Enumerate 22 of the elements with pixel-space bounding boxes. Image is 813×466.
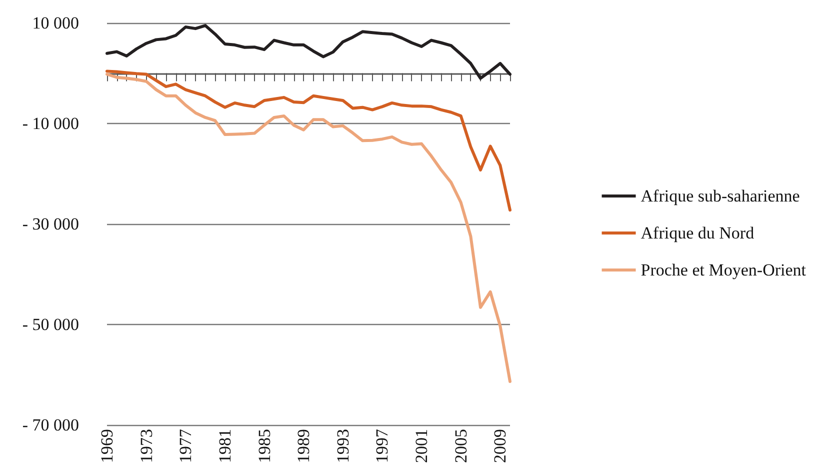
legend-label: Afrique sub-saharienne	[640, 186, 800, 206]
x-tick-label: 1989	[294, 429, 314, 463]
line-series	[106, 72, 512, 383]
x-tick-label: 1977	[176, 428, 196, 463]
x-tick-label: 2009	[490, 429, 510, 463]
y-tick-label: - 70 000	[22, 416, 79, 434]
x-tick-label: 1981	[215, 429, 234, 463]
x-tick-label: 1985	[254, 429, 274, 463]
line-series	[106, 70, 512, 212]
x-tick-label: 1997	[372, 428, 392, 463]
legend-label: Afrique du Nord	[640, 224, 755, 242]
y-tick-label: - 30 000	[22, 214, 79, 234]
y-tick-label: - 10 000	[22, 114, 79, 133]
x-tick-label: 1969	[98, 429, 116, 463]
line-series	[106, 24, 512, 80]
x-tick-label: 1993	[333, 429, 352, 463]
legend-label: Proche et Moyen-Orient	[640, 260, 806, 280]
x-tick-label: 2001	[412, 429, 432, 463]
x-tick-label: 1973	[136, 429, 156, 463]
y-tick-label: - 50 000	[22, 315, 79, 334]
y-tick-label: 10 000	[32, 14, 79, 32]
x-tick-label: 2005	[451, 429, 470, 463]
